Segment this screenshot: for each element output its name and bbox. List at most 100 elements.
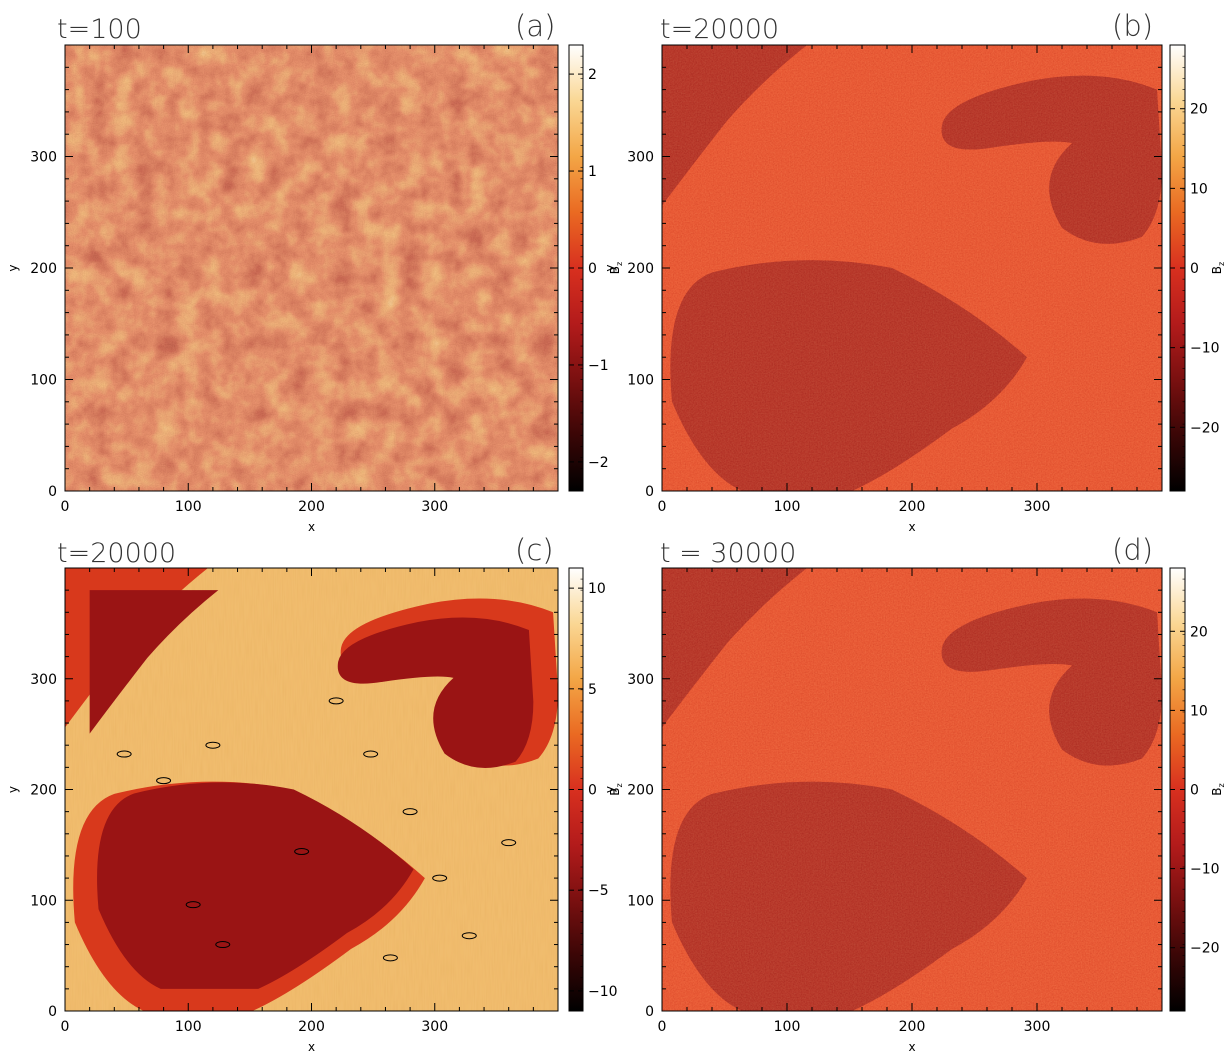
- x-tick-label: 200: [899, 1019, 926, 1035]
- y-tick-label: 0: [48, 1004, 57, 1020]
- colorbar-tick-label: −5: [588, 883, 609, 899]
- panel-label: (a): [515, 9, 555, 43]
- panel-label: (d): [1112, 533, 1153, 567]
- contour-blip: [185, 901, 201, 909]
- colorbar-tick-label: 2: [588, 67, 597, 83]
- contour-blip: [432, 874, 448, 882]
- colorbar-tick-label: 10: [1190, 703, 1208, 719]
- panel-d: t = 30000 (d) 0 100 200 3000100200300xy−20−…: [603, 533, 1226, 1054]
- x-tick-label: 100: [175, 1019, 202, 1035]
- heatmap-grain: [65, 45, 558, 491]
- contour-blip: [328, 697, 344, 705]
- y-tick-label: 300: [30, 672, 57, 688]
- colorbar-tick-label: 10: [588, 581, 606, 597]
- colorbar-tick-label: 10: [1190, 181, 1208, 197]
- y-tick-label: 300: [30, 150, 57, 166]
- y-tick-label: 200: [30, 783, 57, 799]
- x-tick-label: 300: [421, 499, 448, 515]
- x-tick-label: 300: [1024, 1019, 1051, 1035]
- low-field-domain: [89, 590, 219, 734]
- contour-blip: [461, 932, 477, 940]
- heatmap-grain: [662, 568, 1162, 1011]
- x-tick-label: 100: [175, 499, 202, 515]
- x-axis-label: x: [908, 520, 915, 534]
- panel-c: t=20000 (c) 0 100 200 300 0 100 200 300 x y −10 −5 0…: [6, 533, 624, 1054]
- heatmap-area: [662, 45, 1162, 491]
- contour-blip: [402, 808, 418, 816]
- colorbar-tick-label: 0: [588, 783, 597, 799]
- contour-blip: [294, 848, 310, 856]
- y-axis-label: y: [6, 786, 20, 793]
- contour-blip: [116, 750, 132, 758]
- low-field-domain: [337, 617, 534, 768]
- panel-label: (c): [515, 533, 554, 567]
- x-axis-label: x: [908, 1040, 915, 1054]
- panel-b: t=20000 (b) 0 100 200 3000100200300xy−20−10…: [603, 9, 1226, 534]
- colorbar-tick-label: −2: [588, 455, 609, 471]
- y-tick-label: 100: [627, 373, 654, 389]
- x-axis-label: x: [308, 520, 315, 534]
- contour-blip: [156, 777, 172, 785]
- y-axis-label: y: [603, 786, 617, 793]
- x-tick-label: 100: [774, 499, 801, 515]
- panel-label: (b): [1112, 9, 1153, 43]
- heatmap-grain: [662, 45, 1162, 491]
- y-tick-label: 200: [30, 261, 57, 277]
- y-tick-label: 200: [627, 261, 654, 277]
- colorbar-tick-label: −20: [1190, 420, 1220, 436]
- contour-white: [97, 782, 414, 988]
- colorbar-tick-label: 0: [588, 261, 597, 277]
- time-label: t=20000: [57, 538, 176, 569]
- x-tick-label: 200: [298, 499, 325, 515]
- contour-blip: [205, 741, 221, 749]
- x-tick-label: 0: [658, 499, 667, 515]
- colorbar-tick-label: −20: [1190, 941, 1220, 957]
- contour-blip: [215, 941, 231, 949]
- heatmap-area: [65, 568, 558, 1011]
- low-field-domain: [97, 782, 414, 989]
- colorbar-tick-label: 0: [1190, 261, 1199, 277]
- heatmap-area: [65, 45, 558, 491]
- contour-blip: [382, 954, 398, 962]
- colorbar-tick-label: −10: [1190, 341, 1220, 357]
- colorbar-tick-label: 20: [1190, 102, 1208, 118]
- y-tick-label: 0: [48, 484, 57, 500]
- colorbar-tick-label: 0: [1190, 783, 1199, 799]
- y-tick-label: 0: [645, 1004, 654, 1020]
- x-tick-label: 200: [298, 1019, 325, 1035]
- y-tick-label: 100: [30, 373, 57, 389]
- colorbar-tick-label: 1: [588, 164, 597, 180]
- colorbar-label: Bz: [1210, 783, 1226, 795]
- panel-a: t=100 (a) 0 100 200 300 0 100 200 300 x y −2 −1 0 1 2 B…: [6, 9, 624, 534]
- y-tick-label: 300: [627, 672, 654, 688]
- y-axis-label: y: [6, 264, 20, 271]
- x-tick-label: 300: [1024, 499, 1051, 515]
- y-tick-label: 100: [30, 893, 57, 909]
- colorbar-tick-label: 20: [1190, 624, 1208, 640]
- x-tick-label: 100: [774, 1019, 801, 1035]
- colorbar-tick-label: 5: [588, 682, 597, 698]
- x-tick-label: 0: [61, 499, 70, 515]
- y-tick-label: 0: [645, 484, 654, 500]
- colorbar-label: Bz: [608, 783, 624, 795]
- colorbar-label: Bz: [1210, 262, 1226, 274]
- time-label: t = 30000: [660, 538, 796, 569]
- colorbar-tick-label: −1: [588, 358, 609, 374]
- colorbar-tick-label: −10: [588, 984, 618, 1000]
- colorbar-tick-label: −10: [1190, 862, 1220, 878]
- x-tick-label: 200: [899, 499, 926, 515]
- x-tick-label: 0: [658, 1019, 667, 1035]
- colorbar-label: Bz: [608, 262, 624, 274]
- y-axis-label: y: [603, 264, 617, 271]
- heatmap-area: [662, 568, 1162, 1011]
- y-tick-label: 200: [627, 783, 654, 799]
- x-axis-label: x: [308, 1040, 315, 1054]
- contour-blip: [363, 750, 379, 758]
- time-label: t=20000: [660, 14, 779, 45]
- y-tick-label: 300: [627, 150, 654, 166]
- time-label: t=100: [57, 14, 142, 45]
- y-tick-label: 100: [627, 893, 654, 909]
- x-tick-label: 0: [61, 1019, 70, 1035]
- contour-blip: [501, 839, 517, 847]
